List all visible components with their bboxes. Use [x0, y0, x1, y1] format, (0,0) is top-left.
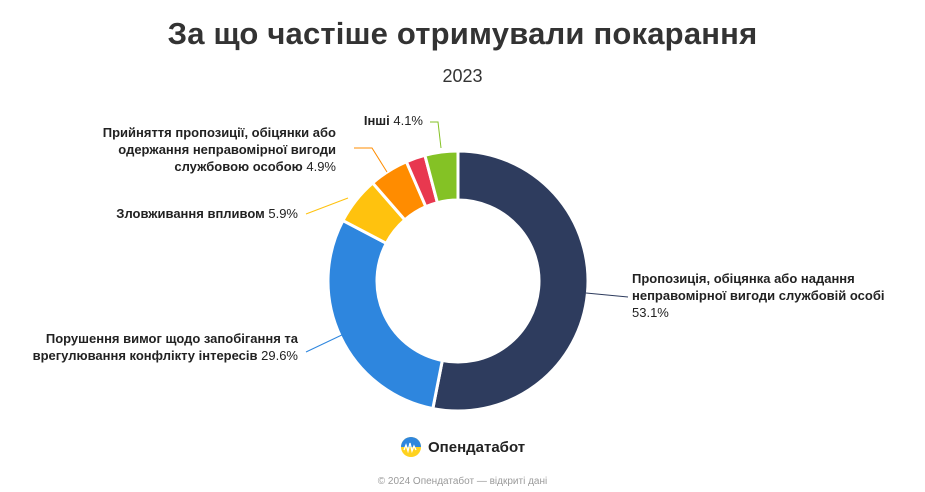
label-connector: [305, 197, 349, 215]
slice-label: Інші 4.1%: [364, 113, 424, 128]
label-connector: [354, 147, 388, 173]
slice-label-name: врегулювання конфлікту інтересів: [33, 348, 258, 363]
slice-label-value: 29.6%: [258, 348, 299, 363]
slice-label-name: Порушення вимог щодо запобігання та: [46, 331, 299, 346]
slice-label: Пропозиція, обіцянка або надання неправом…: [632, 271, 884, 320]
slice-label-name: одержання неправомірної вигоди: [118, 142, 336, 157]
label-connector: [305, 332, 347, 353]
slice-label-name: Прийняття пропозиції, обіцянки або: [103, 125, 336, 140]
donut-slice: [326, 219, 444, 411]
label-connector: [585, 292, 629, 298]
donut-slice: [423, 149, 460, 205]
slice-label-name: службовою особою: [174, 159, 302, 174]
slice-label: Порушення вимог щодо запобігання та врегу…: [33, 331, 299, 363]
brand-name: Опендатабот: [428, 438, 526, 456]
opendatabot-logo-icon: [401, 437, 421, 457]
slice-label: Зловживання впливом 5.9%: [116, 206, 298, 221]
slice-label-value: 4.1%: [390, 113, 424, 128]
label-connector: [430, 121, 442, 149]
chart-title: За що частіше отримували покарання: [167, 16, 758, 51]
slice-label-value: 4.9%: [303, 159, 337, 174]
slice-label-name: Пропозиція, обіцянка або надання: [632, 271, 855, 286]
slice-label-name: Зловживання впливом: [116, 206, 264, 221]
donut-slice: [431, 149, 590, 413]
slice-label-value: 53.1%: [632, 305, 669, 320]
slice-label-name: Інші: [364, 113, 390, 128]
chart-subtitle: 2023: [442, 66, 483, 86]
footer-copyright: © 2024 Опендатабот — відкриті дані: [377, 476, 548, 487]
slice-label-value: 5.9%: [265, 206, 299, 221]
slice-label-name: неправомірної вигоди службовій особі: [632, 288, 884, 303]
slice-label: Прийняття пропозиції, обіцянки або одержа…: [103, 125, 337, 174]
brand-logo: Опендатабот: [400, 436, 525, 458]
